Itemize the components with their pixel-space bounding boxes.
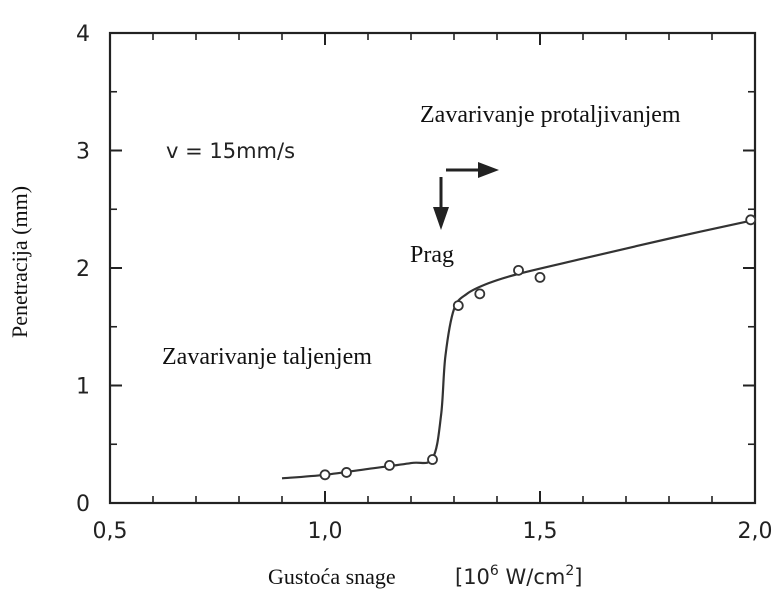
y-axis-label: Penetracija (mm) — [7, 186, 32, 338]
arrow-right-icon — [446, 162, 499, 178]
y-tick-label: 4 — [76, 22, 90, 47]
keyhole-welding-annotation: Zavarivanje protaljivanjem — [420, 102, 681, 128]
arrow-down-icon — [433, 177, 449, 230]
y-tick-label: 2 — [76, 257, 90, 282]
conduction-welding-annotation: Zavarivanje taljenjem — [162, 344, 372, 370]
axis-ticks — [109, 32, 756, 504]
data-point — [341, 467, 352, 478]
data-point — [452, 300, 464, 312]
x-tick-labels: 0,5 1,0 1,5 2,0 — [93, 519, 773, 544]
y-tick-label: 0 — [76, 492, 90, 517]
data-points — [319, 214, 757, 481]
data-point — [513, 264, 524, 276]
data-point — [745, 214, 757, 226]
x-tick-label: 0,5 — [93, 519, 128, 544]
x-axis-unit: [106 W/cm2] — [455, 563, 583, 589]
x-tick-label: 1,0 — [308, 519, 343, 544]
speed-annotation: v = 15mm/s — [166, 139, 295, 163]
x-axis-label: Gustoća snage — [268, 564, 396, 589]
y-tick-labels: 0 1 2 3 4 — [76, 22, 90, 517]
data-point — [427, 454, 438, 465]
data-point — [474, 288, 486, 300]
threshold-annotation: Prag — [410, 242, 454, 268]
data-point — [384, 459, 395, 471]
data-point — [534, 271, 546, 283]
data-point — [319, 469, 331, 481]
y-tick-label: 1 — [76, 375, 90, 400]
x-tick-label: 2,0 — [738, 519, 773, 544]
x-tick-label: 1,5 — [523, 519, 558, 544]
y-tick-label: 3 — [76, 140, 90, 165]
penetration-curve — [281, 218, 756, 480]
